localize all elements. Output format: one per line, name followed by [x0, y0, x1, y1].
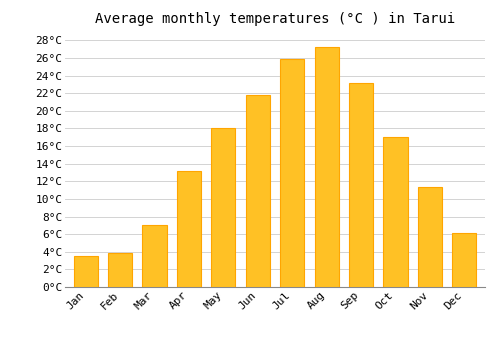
- Bar: [108, 253, 132, 287]
- Bar: [142, 225, 167, 287]
- Title: Average monthly temperatures (°C ) in Tarui: Average monthly temperatures (°C ) in Ta…: [95, 12, 455, 26]
- Bar: [452, 233, 476, 287]
- Bar: [349, 83, 373, 287]
- Bar: [280, 59, 304, 287]
- Bar: [177, 171, 201, 287]
- Bar: [212, 128, 236, 287]
- Bar: [384, 137, 407, 287]
- Bar: [246, 95, 270, 287]
- Bar: [314, 47, 338, 287]
- Bar: [74, 256, 98, 287]
- Bar: [418, 188, 442, 287]
